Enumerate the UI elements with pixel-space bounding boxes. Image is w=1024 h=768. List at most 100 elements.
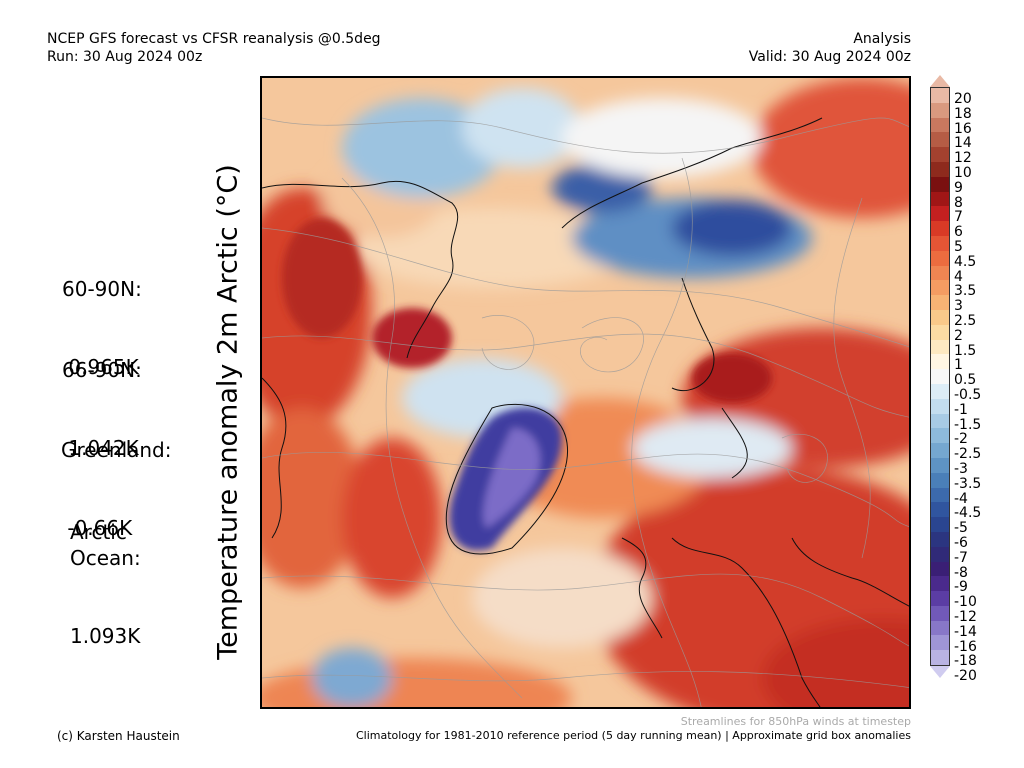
colorbar-segment [930,620,950,636]
colorbar-tick-label: -2 [954,431,968,448]
colorbar [930,75,950,679]
colorbar-segment [930,428,950,444]
colorbar-tick-label: 18 [954,105,972,122]
stat-value: 1.042K [62,436,139,460]
colorbar-segment [930,117,950,133]
colorbar-segment [930,383,950,399]
header-left: NCEP GFS forecast vs CFSR reanalysis @0.… [47,30,381,66]
colorbar-tick-label: 1 [954,357,963,374]
colorbar-segment [930,235,950,251]
colorbar-segment [930,591,950,606]
colorbar-segment [930,132,950,148]
stat-greenland: Greenland: -0.66K [61,385,172,593]
colorbar-tick-label: 7 [954,209,963,226]
colorbar-segment [930,309,950,325]
colorbar-tick-label: -18 [954,653,977,670]
colorbar-tick-label: 3.5 [954,283,977,300]
colorbar-tick-label: -2.5 [954,446,982,463]
colorbar-tick-label: 6 [954,224,963,241]
stat-60-90n: 60-90N: 0.965K [62,224,142,432]
colorbar-tick-label: 5 [954,239,963,255]
climatology-note: Climatology for 1981-2010 reference peri… [355,729,911,742]
colorbar-segment [930,324,950,340]
colorbar-tick-label: -1 [954,401,968,418]
colorbar-segment [930,487,950,503]
colorbar-tick-label: -8 [954,564,968,581]
colorbar-bottom-arrow [930,666,950,679]
colorbar-segment [930,398,950,414]
colorbar-tick-label: -14 [954,623,977,640]
vertical-axis-label: Temperature anomaly 2m Arctic (°C) [212,164,244,660]
colorbar-segment [930,546,950,562]
stat-label: 60-90N: [62,277,142,301]
stat-label: 66-90N: [62,358,142,382]
stat-value: 1.093K [70,624,141,648]
colorbar-tick-label: 16 [954,120,972,137]
colorbar-tick-label: 10 [954,165,972,181]
colorbar-segment [930,265,950,281]
colorbar-tick-label: 4 [954,268,963,285]
colorbar-segment [930,250,950,266]
colorbar-segment [930,161,950,177]
colorbar-segment [930,605,950,621]
colorbar-segment [930,354,950,370]
colorbar-segment [930,472,950,488]
colorbar-tick-label: 3 [954,298,963,315]
colorbar-tick-label: -10 [954,594,977,611]
colorbar-segment [930,176,950,192]
colorbar-tick-label: -5 [954,520,968,537]
colorbar-top-arrow [930,75,950,87]
colorbar-tick-label: 2.5 [954,313,977,329]
stat-value: -0.66K [61,516,133,540]
colorbar-tick-label: -12 [954,609,977,625]
run-time: Run: 30 Aug 2024 00z [47,49,203,65]
colorbar-segment [930,650,950,666]
header-right: Analysis Valid: 30 Aug 2024 00z [749,30,911,66]
colorbar-segment [930,413,950,429]
colorbar-tick-label: -1.5 [954,416,982,433]
colorbar-segment [930,635,950,651]
colorbar-segments [930,87,950,667]
colorbar-segment [930,280,950,296]
colorbar-tick-label: 0.5 [954,372,977,389]
colorbar-tick-label: 2 [954,327,963,344]
colorbar-tick-label: -4 [954,490,968,507]
colorbar-segment [930,443,950,458]
valid-time: Valid: 30 Aug 2024 00z [748,49,911,65]
colorbar-tick-label: -16 [954,638,977,655]
colorbar-segment [930,457,950,473]
chart-title: NCEP GFS forecast vs CFSR reanalysis @0.… [47,31,381,47]
colorbar-tick-label: -3 [954,461,968,477]
stat-66-90n: 66-90N: 1.042K [62,305,142,513]
analysis-label: Analysis [853,31,911,47]
colorbar-segment [930,102,950,118]
colorbar-tick-label: -20 [954,668,977,685]
colorbar-segment [930,339,950,355]
colorbar-segment [930,147,950,162]
colorbar-tick-label: 9 [954,179,963,196]
colorbar-segment [930,531,950,547]
colorbar-tick-label: 1.5 [954,342,977,359]
credit: (c) Karsten Haustein [57,729,180,743]
colorbar-tick-label: -3.5 [954,475,982,492]
colorbar-segment [930,221,950,236]
colorbar-segment [930,502,950,518]
colorbar-tick-label: 8 [954,194,963,211]
colorbar-tick-label: 14 [954,135,972,152]
colorbar-tick-label: 12 [954,150,972,167]
colorbar-tick-label: -4.5 [954,505,982,522]
colorbar-segment [930,206,950,222]
colorbar-segment [930,369,950,384]
stat-label: Greenland: [61,438,172,462]
colorbar-tick-label: -7 [954,549,968,566]
colorbar-tick-label: -6 [954,535,968,551]
colorbar-tick-label: -9 [954,579,968,596]
colorbar-segment [930,576,950,592]
colorbar-segment [930,517,950,532]
colorbar-segment [930,295,950,310]
colorbar-tick-label: -0.5 [954,387,982,403]
colorbar-tick-label: 20 [954,91,972,107]
map-graphic [262,78,909,707]
temperature-anomaly-map [260,76,911,709]
colorbar-tick-label: 4.5 [954,253,977,270]
